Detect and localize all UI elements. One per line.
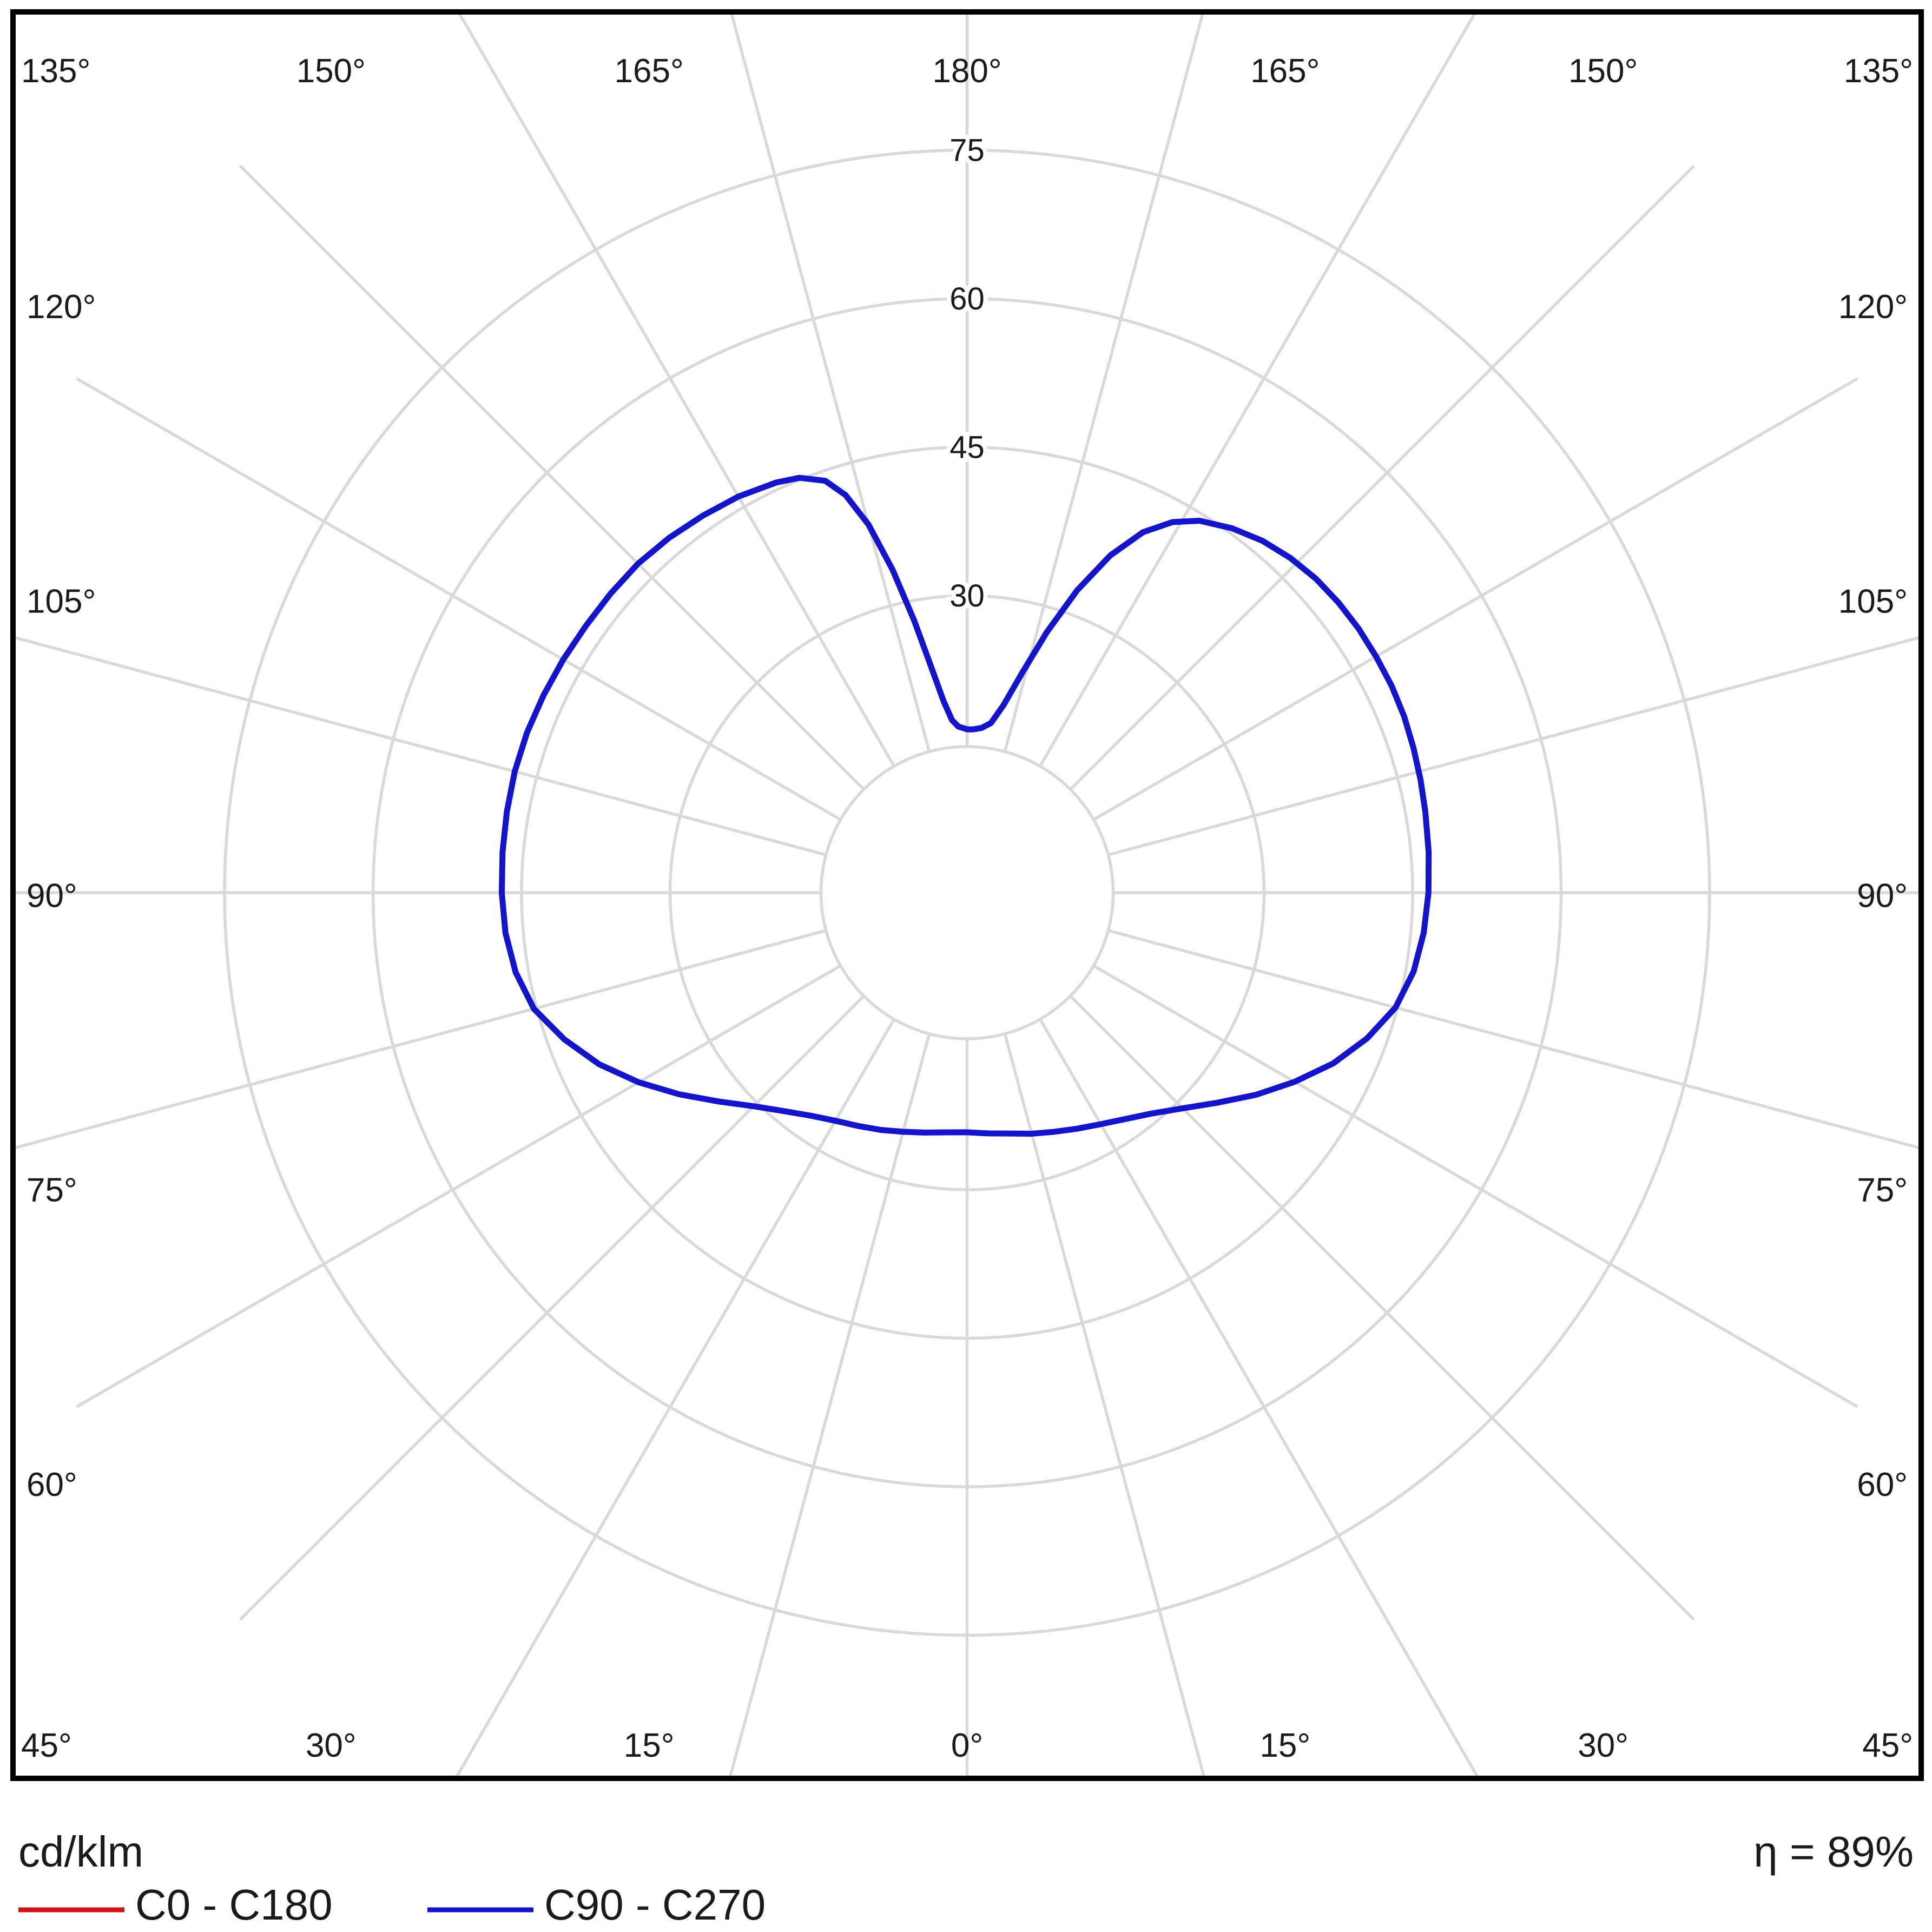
svg-text:η = 89%: η = 89% <box>1753 1828 1914 1876</box>
svg-text:30: 30 <box>949 578 985 614</box>
svg-text:105°: 105° <box>27 583 96 620</box>
svg-text:105°: 105° <box>1838 583 1908 620</box>
svg-text:0°: 0° <box>951 1727 983 1764</box>
svg-text:45°: 45° <box>21 1727 72 1764</box>
svg-text:135°: 135° <box>1844 52 1913 90</box>
svg-text:cd/klm: cd/klm <box>18 1828 143 1876</box>
svg-text:180°: 180° <box>932 52 1001 90</box>
svg-text:15°: 15° <box>1260 1727 1310 1764</box>
svg-text:45°: 45° <box>1862 1727 1913 1764</box>
svg-text:150°: 150° <box>296 52 366 90</box>
svg-text:150°: 150° <box>1568 52 1638 90</box>
svg-text:120°: 120° <box>1838 288 1908 326</box>
svg-text:15°: 15° <box>624 1727 675 1764</box>
svg-text:75°: 75° <box>1857 1172 1908 1209</box>
svg-text:75: 75 <box>949 133 985 168</box>
svg-text:120°: 120° <box>27 288 96 326</box>
svg-text:C90 - C270: C90 - C270 <box>544 1881 766 1929</box>
svg-text:60°: 60° <box>1857 1466 1908 1504</box>
svg-text:60°: 60° <box>27 1466 77 1504</box>
svg-text:90°: 90° <box>27 878 77 915</box>
svg-text:30°: 30° <box>306 1727 357 1764</box>
svg-text:45: 45 <box>949 430 985 465</box>
svg-text:C0 - C180: C0 - C180 <box>135 1881 333 1929</box>
svg-text:90°: 90° <box>1857 878 1908 915</box>
svg-text:165°: 165° <box>615 52 684 90</box>
svg-text:165°: 165° <box>1250 52 1320 90</box>
svg-text:30°: 30° <box>1578 1727 1628 1764</box>
svg-text:60: 60 <box>949 281 985 316</box>
svg-text:135°: 135° <box>21 52 90 90</box>
svg-text:75°: 75° <box>27 1172 77 1209</box>
